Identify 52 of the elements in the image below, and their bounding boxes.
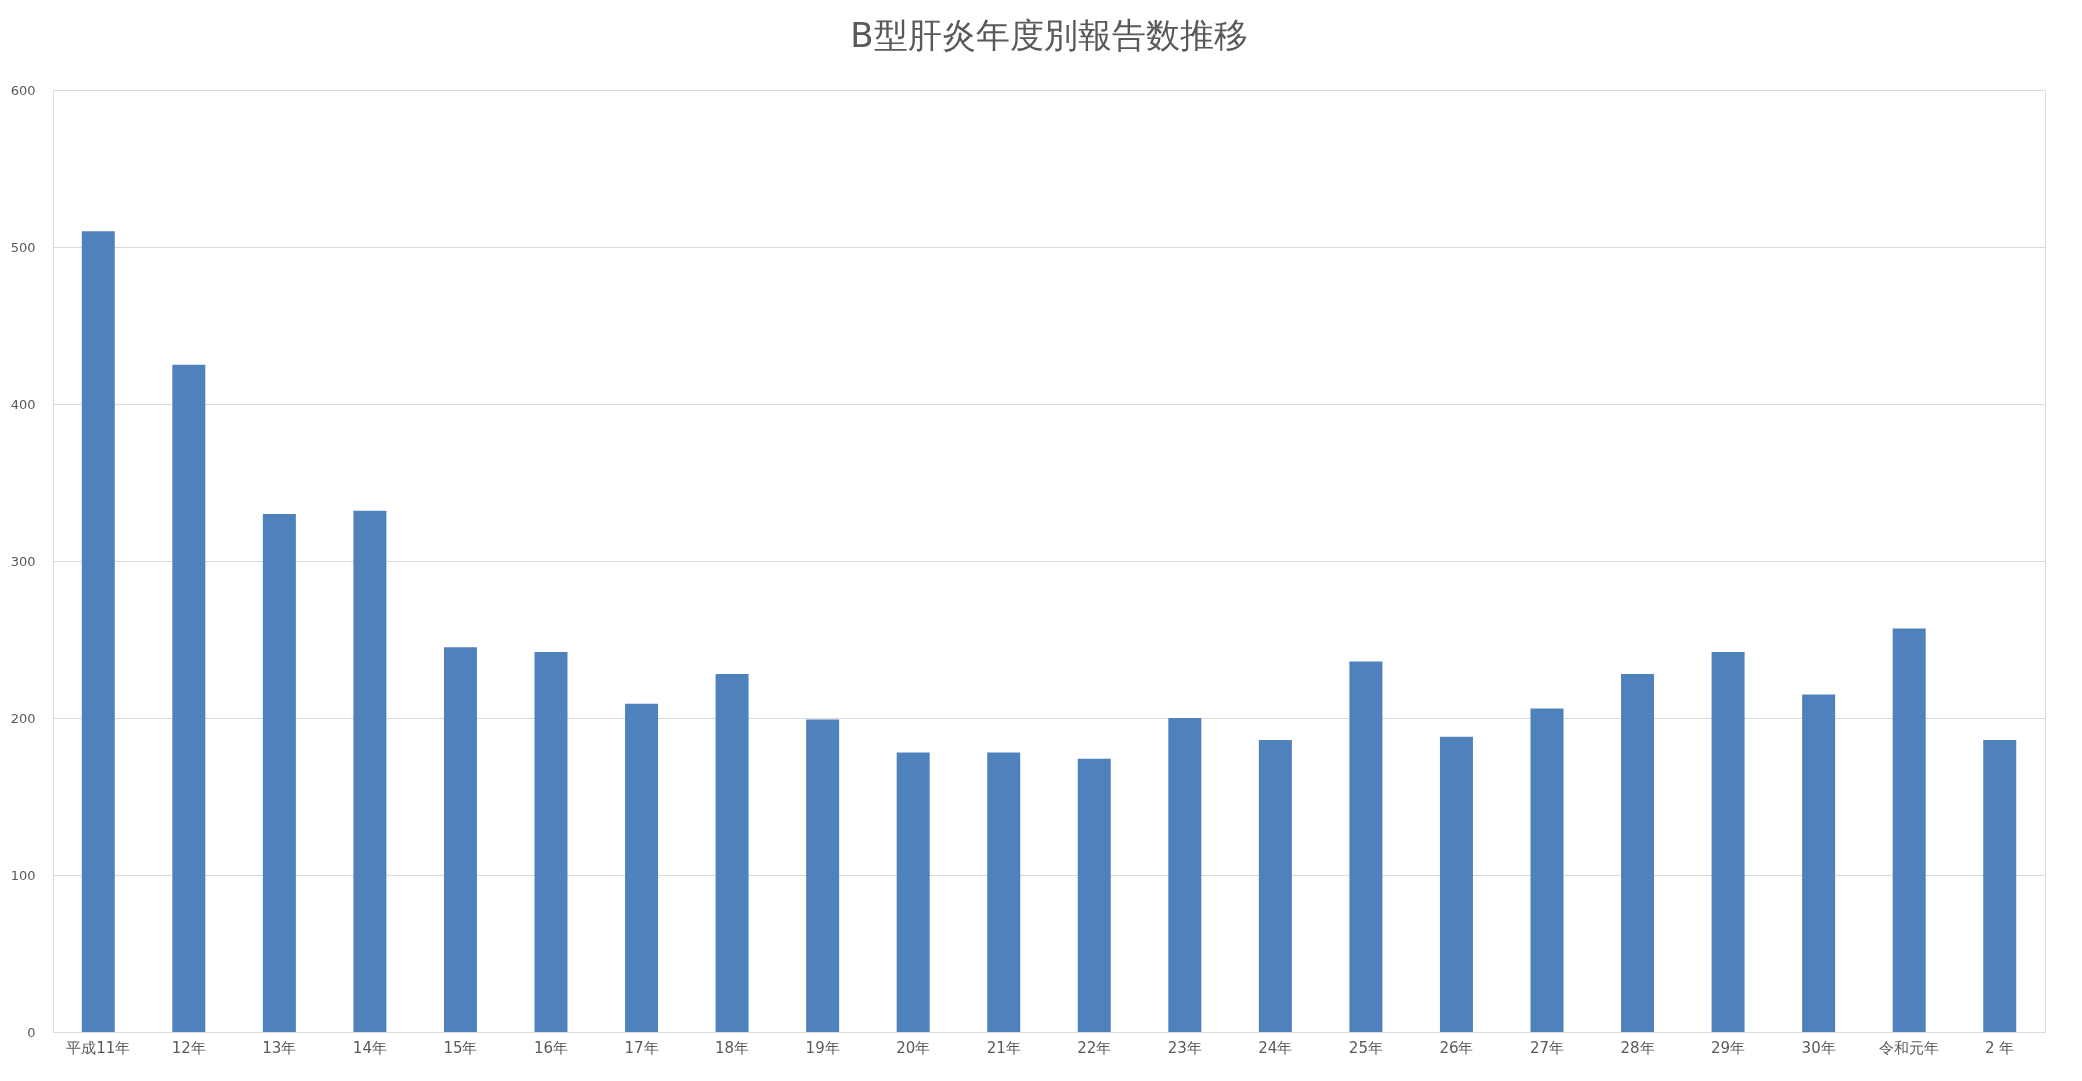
bar — [1349, 661, 1383, 1032]
x-tick-label: 27年 — [1529, 1038, 1565, 1057]
bar — [81, 231, 115, 1032]
y-tick-label: 100 — [10, 867, 36, 883]
bar — [1439, 736, 1473, 1032]
x-tick-label: 21年 — [986, 1038, 1021, 1057]
x-tick-label: 23年 — [1167, 1038, 1202, 1057]
x-tick-label: 19年 — [805, 1038, 840, 1057]
x-tick-label: 14年 — [352, 1038, 387, 1057]
x-tick-label: 29年 — [1711, 1038, 1746, 1057]
x-tick-label: 20年 — [896, 1038, 931, 1057]
y-tick-label: 400 — [10, 396, 36, 412]
bar — [896, 752, 930, 1032]
bar — [1168, 718, 1202, 1032]
bar — [1077, 758, 1111, 1032]
bar — [172, 364, 206, 1032]
x-tick-label: 16年 — [533, 1038, 569, 1057]
x-tick-label: 平成11年 — [66, 1038, 131, 1057]
bar — [1892, 628, 1926, 1032]
x-tick-label: 26年 — [1439, 1038, 1474, 1057]
bar — [262, 513, 296, 1032]
bar — [987, 752, 1021, 1032]
y-tick-label: 300 — [10, 553, 36, 569]
bar — [1530, 708, 1564, 1032]
x-tick-label: 12年 — [171, 1038, 206, 1057]
x-tick-label: 17年 — [624, 1038, 659, 1057]
chart-title: B型肝炎年度別報告数推移 — [850, 15, 1248, 55]
y-tick-label: 600 — [10, 82, 36, 98]
bar — [534, 652, 568, 1032]
bar — [625, 703, 659, 1032]
bar — [1983, 739, 2017, 1032]
x-tick-label: 25年 — [1348, 1038, 1383, 1057]
bar — [715, 674, 749, 1032]
x-tick-label: 28年 — [1620, 1038, 1655, 1057]
x-tick-label: 18年 — [715, 1038, 750, 1057]
x-tick-label: 22年 — [1077, 1038, 1112, 1057]
bar — [353, 510, 387, 1032]
bar — [806, 719, 840, 1032]
bar — [1258, 739, 1292, 1032]
x-tick-label: 30年 — [1801, 1038, 1836, 1057]
bar — [1802, 694, 1836, 1032]
y-tick-label: 0 — [27, 1024, 36, 1040]
bar — [1711, 652, 1745, 1032]
y-tick-label: 500 — [10, 239, 36, 255]
bar — [443, 647, 477, 1032]
x-tick-label: 13年 — [262, 1038, 297, 1057]
x-tick-label: 令和元年 — [1879, 1038, 1940, 1057]
x-tick-label: 24年 — [1258, 1038, 1293, 1057]
bar — [1621, 674, 1655, 1032]
x-tick-label: 15年 — [443, 1038, 478, 1057]
y-tick-label: 200 — [10, 710, 36, 726]
x-tick-label: 2 年 — [1985, 1038, 2015, 1057]
